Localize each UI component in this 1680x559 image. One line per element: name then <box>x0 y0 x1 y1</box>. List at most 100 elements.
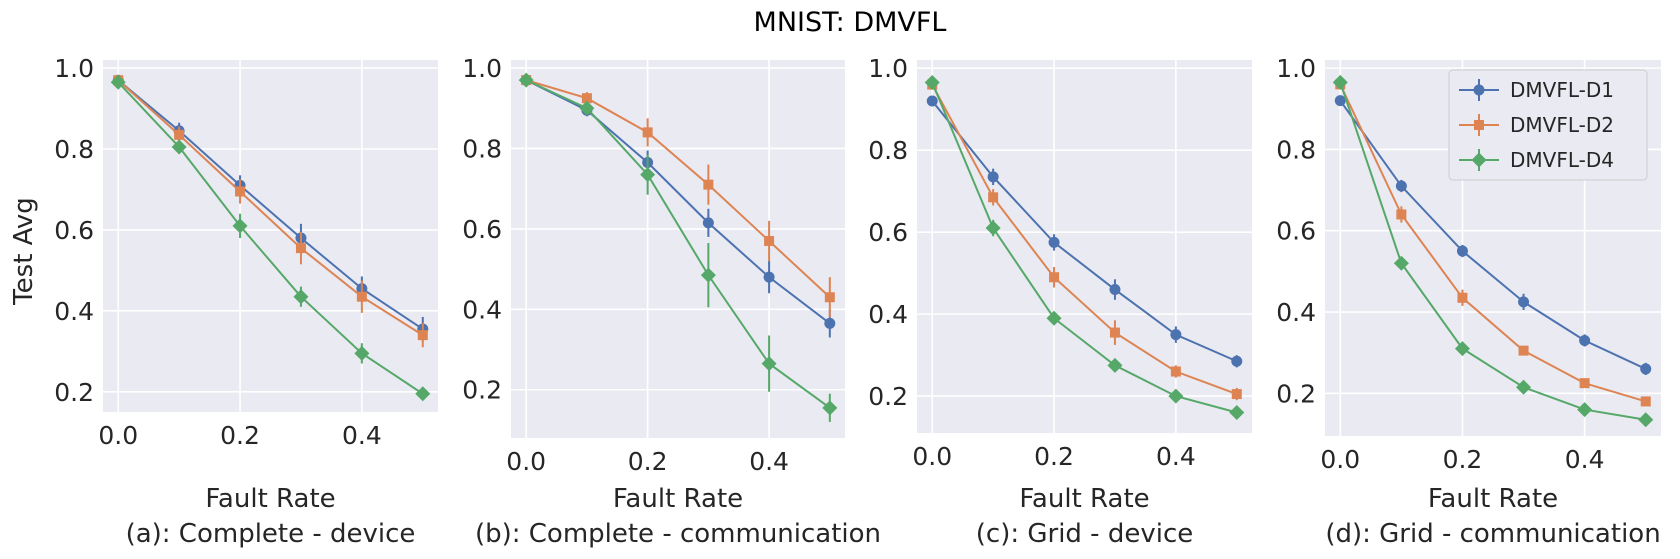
series-line <box>525 79 831 298</box>
x-tick-label: 0.2 <box>220 421 260 450</box>
x-axis-label: Fault Rate <box>1428 484 1558 514</box>
data-point <box>293 289 309 305</box>
y-tick-label: 0.2 <box>1276 379 1316 408</box>
data-point <box>110 74 126 90</box>
series-line <box>931 100 1238 363</box>
data-point <box>1109 284 1121 296</box>
legend-item: DMVFL-D1 <box>1459 78 1614 102</box>
data-point <box>1046 310 1062 326</box>
legend-box <box>1448 69 1648 181</box>
data-point <box>171 139 187 155</box>
data-point <box>1334 95 1346 107</box>
data-point <box>1518 345 1529 356</box>
x-tick-label: 0.0 <box>506 447 546 476</box>
plot-area <box>917 60 1252 433</box>
data-point <box>702 217 714 229</box>
legend-label: DMVFL-D2 <box>1510 113 1614 137</box>
y-tick-label: 0.6 <box>1276 217 1316 246</box>
series-line <box>525 79 831 325</box>
x-tick-label: 0.4 <box>749 447 789 476</box>
legend-marker-square <box>1474 120 1484 130</box>
legend: DMVFL-D1 DMVFL-D2 DMVFL-D4 <box>1448 69 1648 181</box>
y-tick-label: 1.0 <box>1276 54 1316 83</box>
data-point <box>761 356 777 372</box>
y-tick-label: 0.6 <box>54 216 94 245</box>
legend-item: DMVFL-D2 <box>1459 113 1614 137</box>
y-tick-label: 0.4 <box>1276 298 1316 327</box>
y-tick-label: 0.2 <box>54 378 94 407</box>
y-tick-label: 0.4 <box>462 295 502 324</box>
data-point <box>1518 296 1530 308</box>
series-dmvfl-d1 <box>1334 95 1652 376</box>
chart-panel-3: 0.0 0.2 0.4 0.2 0.4 0.6 0.8 1.0 Fault Rate (c): G… <box>868 54 1252 549</box>
data-point <box>703 179 714 190</box>
data-point <box>764 235 775 246</box>
x-tick-label: 0.2 <box>628 447 668 476</box>
series-line <box>525 79 831 409</box>
series-dmvfl-d4 <box>110 74 431 402</box>
x-axis-label: Fault Rate <box>613 484 743 514</box>
data-point <box>700 267 716 283</box>
series-line <box>117 79 424 330</box>
data-point <box>1049 272 1060 283</box>
y-tick-label: 1.0 <box>868 54 908 83</box>
y-tick-label: 0.6 <box>462 215 502 244</box>
series-line <box>117 79 424 336</box>
y-tick-label: 0.8 <box>54 135 94 164</box>
panel-caption: (c): Grid - device <box>976 519 1193 549</box>
y-tick-label: 0.2 <box>462 376 502 405</box>
series-line <box>1339 82 1646 421</box>
panel-caption: (b): Complete - communication <box>475 519 881 549</box>
y-tick-label: 0.6 <box>868 218 908 247</box>
data-point <box>822 400 838 416</box>
x-tick-label: 0.0 <box>1320 445 1360 474</box>
data-point <box>1048 236 1060 248</box>
x-tick-label: 0.2 <box>1034 442 1074 471</box>
data-point <box>1640 363 1652 375</box>
figure-title: MNIST: DMVFL <box>754 7 947 38</box>
data-point <box>235 186 246 197</box>
x-axis-label: Fault Rate <box>1019 484 1149 514</box>
y-tick-label: 0.8 <box>1276 135 1316 164</box>
data-point <box>1231 355 1243 367</box>
data-point <box>1516 379 1532 395</box>
data-point <box>1168 388 1184 404</box>
series-line <box>931 82 1238 414</box>
data-point <box>232 218 248 234</box>
legend-marker-diamond <box>1471 152 1487 168</box>
panel-caption: (d): Grid - communication <box>1325 519 1660 549</box>
x-tick-label: 0.0 <box>98 421 138 450</box>
data-point <box>354 345 370 361</box>
data-point <box>1107 357 1123 373</box>
series-dmvfl-d4 <box>1332 74 1654 428</box>
data-point <box>824 317 836 329</box>
data-point <box>1454 341 1470 357</box>
data-point <box>1231 389 1242 400</box>
x-axis-label: Fault Rate <box>205 484 335 514</box>
x-tick-label: 0.4 <box>342 421 382 450</box>
data-point <box>988 192 999 203</box>
data-point <box>417 330 428 341</box>
series-line <box>931 84 1238 395</box>
data-point <box>926 95 938 107</box>
data-point <box>987 171 999 183</box>
y-tick-label: 0.2 <box>868 382 908 411</box>
data-point <box>1332 74 1348 90</box>
data-point <box>1456 245 1468 257</box>
series-line <box>1339 83 1647 403</box>
data-point <box>640 167 656 183</box>
data-point <box>1579 378 1590 389</box>
chart-panel-2: 0.0 0.2 0.4 0.2 0.4 0.6 0.8 1.0 Fault Rate (b): C… <box>462 54 881 549</box>
data-point <box>1577 402 1593 418</box>
legend-item: DMVFL-D4 <box>1459 148 1614 172</box>
data-point <box>356 291 367 302</box>
data-point <box>518 72 534 88</box>
data-point <box>1638 412 1654 428</box>
plot-area <box>511 60 845 438</box>
data-point <box>1457 292 1468 303</box>
data-point <box>1170 366 1181 377</box>
data-point <box>581 93 592 104</box>
data-point <box>1396 209 1407 220</box>
